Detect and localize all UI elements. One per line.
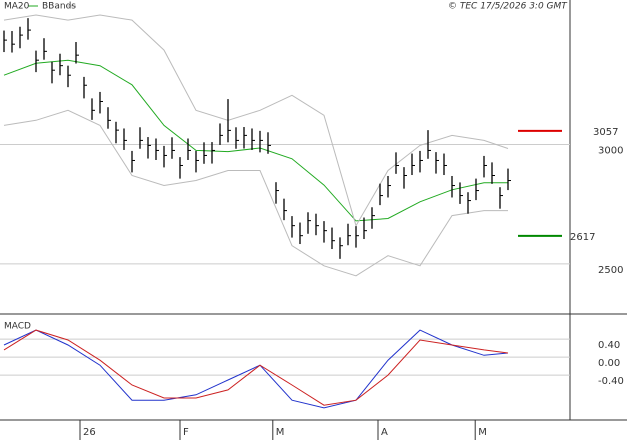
legend-label: MA20 <box>4 2 30 12</box>
y-tick-label: 3000 <box>598 145 623 156</box>
source: © TEC 17/5/2026 3:0 GMT <box>448 2 568 12</box>
x-tick-label: F <box>183 427 189 438</box>
level-label: 2617 <box>570 232 595 243</box>
x-tick-label: M <box>276 427 285 438</box>
series-line <box>3 329 509 406</box>
y-tick-label: -0.40 <box>598 376 624 387</box>
y-tick-label: 2500 <box>598 265 623 276</box>
legend-label: BBands <box>42 2 76 12</box>
x-tick-label: M <box>478 427 487 438</box>
y-tick-label: 0.40 <box>598 340 620 351</box>
level-label: 3057 <box>593 127 618 138</box>
overlay-line <box>3 109 508 277</box>
x-tick-label: 26 <box>83 427 96 438</box>
panel-title: MACD <box>4 322 31 332</box>
y-tick-label: 0.00 <box>598 358 620 369</box>
overlay-line <box>3 14 509 227</box>
x-tick-label: A <box>381 427 388 438</box>
